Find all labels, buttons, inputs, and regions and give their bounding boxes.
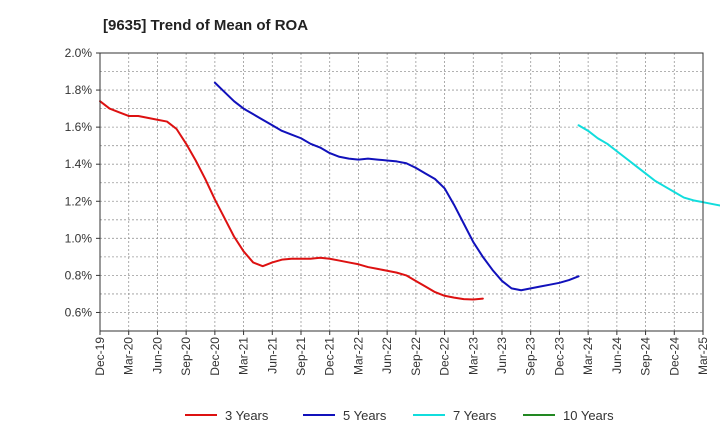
series-line-3-years — [99, 100, 484, 301]
series-line-5-years — [213, 81, 580, 292]
plot-area — [100, 53, 703, 331]
x-tick-label: Mar-22 — [351, 337, 365, 375]
legend-label: 5 Years — [343, 408, 387, 423]
x-tick-label: Sep-20 — [179, 337, 193, 376]
x-tick-label: Dec-19 — [93, 337, 107, 376]
y-tick-label: 0.8% — [65, 268, 93, 282]
x-tick-label: Jun-20 — [150, 337, 164, 374]
x-tick-label: Jun-22 — [380, 337, 394, 374]
x-tick-label: Jun-21 — [265, 337, 279, 374]
x-tick-label: Dec-24 — [667, 337, 681, 376]
x-tick-label: Dec-23 — [552, 337, 566, 376]
x-tick-label: Mar-24 — [581, 337, 595, 375]
y-tick-label: 1.2% — [65, 194, 93, 208]
y-tick-label: 0.6% — [65, 305, 93, 319]
x-tick-label: Dec-22 — [438, 337, 452, 376]
x-tick-label: Sep-23 — [524, 337, 538, 376]
legend-label: 3 Years — [225, 408, 269, 423]
x-axis-ticks: Dec-19 Mar-20 Jun-20 Sep-20 Dec-20 Mar-21 Jun-… — [93, 331, 710, 376]
x-tick-label: Mar-20 — [122, 337, 136, 375]
y-tick-label: 1.6% — [65, 120, 93, 134]
x-tick-label: Jun-23 — [495, 337, 509, 374]
chart-title: [9635] Trend of Mean of ROA — [103, 17, 308, 34]
x-tick-label: Sep-21 — [294, 337, 308, 376]
x-tick-label: Dec-21 — [323, 337, 337, 376]
y-tick-label: 1.0% — [65, 231, 93, 245]
series-lines — [99, 81, 720, 301]
x-tick-label: Mar-25 — [696, 337, 710, 375]
y-axis-ticks: 0.6% 0.8% 1.0% 1.2% 1.4% 1.6% 1.8% 2.0% — [65, 46, 100, 319]
plot-frame — [99, 52, 704, 332]
x-tick-label: Sep-22 — [409, 337, 423, 376]
legend: 3 Years 5 Years 7 Years 10 Years — [185, 408, 614, 423]
x-tick-label: Mar-23 — [466, 337, 480, 375]
y-tick-label: 2.0% — [65, 46, 93, 60]
legend-label: 10 Years — [563, 408, 614, 423]
x-tick-label: Sep-24 — [639, 337, 653, 376]
x-tick-label: Jun-24 — [610, 337, 624, 374]
legend-label: 7 Years — [453, 408, 497, 423]
x-tick-label: Mar-21 — [237, 337, 251, 375]
x-tick-label: Dec-20 — [208, 337, 222, 376]
y-tick-label: 1.4% — [65, 157, 93, 171]
y-gridlines — [100, 71, 703, 313]
series-line-7-years — [577, 124, 720, 207]
y-tick-label: 1.8% — [65, 83, 93, 97]
